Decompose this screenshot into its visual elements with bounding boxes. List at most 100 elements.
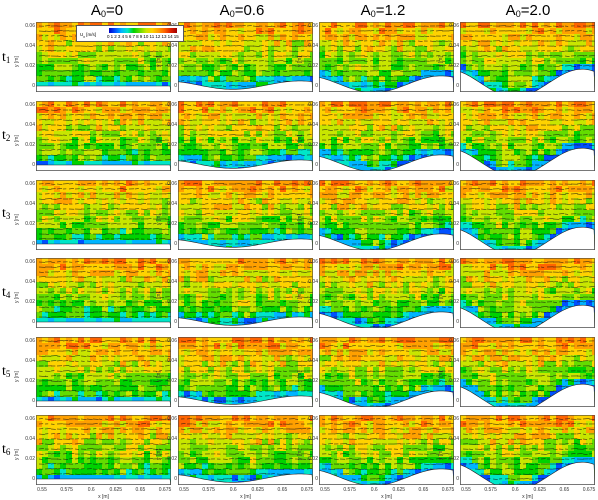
velocity-cell xyxy=(190,222,197,229)
velocity-cell xyxy=(298,192,305,199)
velocity-cell xyxy=(202,52,209,59)
velocity-cell xyxy=(54,40,61,47)
velocity-cell xyxy=(361,131,368,138)
velocity-vector xyxy=(252,119,257,121)
velocity-cell xyxy=(168,228,171,235)
velocity-cell xyxy=(286,52,293,59)
velocity-vector xyxy=(339,144,344,146)
velocity-cell xyxy=(460,64,467,71)
velocity-cell xyxy=(373,167,380,171)
velocity-field-panel xyxy=(178,22,313,92)
velocity-cell xyxy=(78,210,85,217)
velocity-cell xyxy=(268,34,275,41)
velocity-vector xyxy=(44,50,52,52)
velocity-cell xyxy=(42,34,49,41)
velocity-vector xyxy=(164,144,171,146)
row-label-base: t xyxy=(2,206,6,221)
velocity-cell xyxy=(114,143,121,150)
velocity-cell xyxy=(292,222,299,229)
velocity-cell xyxy=(114,192,121,199)
velocity-cell xyxy=(108,192,115,199)
velocity-cell xyxy=(190,40,197,47)
velocity-cell xyxy=(292,198,299,205)
velocity-vector xyxy=(104,109,110,111)
velocity-cell xyxy=(36,198,43,205)
panel-frame xyxy=(319,22,454,92)
velocity-cell xyxy=(184,180,191,187)
velocity-cell xyxy=(421,119,428,126)
velocity-vector xyxy=(546,114,551,116)
velocity-cell xyxy=(367,58,374,65)
velocity-vector xyxy=(480,104,488,106)
velocity-cell xyxy=(409,76,416,83)
velocity-cell xyxy=(484,82,491,89)
velocity-cell xyxy=(42,82,49,89)
velocity-cell xyxy=(508,76,515,83)
velocity-cell xyxy=(84,204,91,211)
velocity-cell xyxy=(202,76,209,83)
velocity-cell xyxy=(421,149,428,156)
velocity-cell xyxy=(108,234,115,241)
velocity-cell xyxy=(484,64,491,71)
velocity-cell xyxy=(298,155,305,162)
velocity-cell xyxy=(202,234,209,241)
velocity-cell xyxy=(36,101,43,108)
velocity-cell xyxy=(433,107,440,114)
velocity-cell xyxy=(490,52,497,59)
velocity-cell xyxy=(433,22,440,29)
velocity-cell xyxy=(385,88,392,92)
velocity-cell xyxy=(150,70,157,77)
velocity-cell xyxy=(78,216,85,223)
velocity-vector xyxy=(498,129,505,131)
velocity-cell xyxy=(331,40,338,47)
velocity-cell xyxy=(144,228,151,235)
velocity-cell xyxy=(168,180,171,187)
velocity-vector xyxy=(122,144,130,146)
velocity-cell xyxy=(274,22,281,29)
velocity-cell xyxy=(403,113,410,120)
velocity-cell xyxy=(397,70,404,77)
velocity-cell xyxy=(433,149,440,156)
velocity-vector xyxy=(510,119,518,121)
velocity-cell xyxy=(478,143,485,150)
velocity-cell xyxy=(268,101,275,108)
velocity-cell xyxy=(226,131,233,138)
velocity-cell xyxy=(445,107,452,114)
column-title: A0=0.6 xyxy=(220,2,265,19)
velocity-cell xyxy=(190,52,197,59)
velocity-cell xyxy=(102,204,109,211)
velocity-cell xyxy=(226,210,233,217)
velocity-cell xyxy=(304,125,311,132)
velocity-cell xyxy=(319,131,326,138)
velocity-cell xyxy=(114,180,121,187)
velocity-cell xyxy=(190,155,197,162)
velocity-cell xyxy=(397,143,404,150)
velocity-cell xyxy=(196,52,203,59)
velocity-cell xyxy=(544,143,551,150)
velocity-cell xyxy=(310,228,313,235)
velocity-cell xyxy=(108,101,115,108)
velocity-cell xyxy=(84,155,91,162)
velocity-vector xyxy=(351,60,359,62)
velocity-vector xyxy=(327,129,333,131)
velocity-cell xyxy=(484,22,491,29)
velocity-cell xyxy=(114,149,121,156)
velocity-cell xyxy=(138,192,145,199)
velocity-cell xyxy=(445,34,452,41)
velocity-cell xyxy=(238,216,245,223)
velocity-cell xyxy=(178,210,185,217)
velocity-cell xyxy=(538,113,545,120)
velocity-cell xyxy=(108,222,115,229)
velocity-vector xyxy=(186,55,191,57)
velocity-vector xyxy=(516,164,522,166)
velocity-cell xyxy=(268,222,275,229)
velocity-cell xyxy=(96,180,103,187)
velocity-vector xyxy=(134,75,141,77)
velocity-cell xyxy=(178,228,185,235)
velocity-vector xyxy=(116,183,124,185)
velocity-cell xyxy=(168,119,171,126)
column-title-base: A xyxy=(505,2,516,19)
velocity-vector xyxy=(204,40,209,42)
velocity-cell xyxy=(42,240,49,247)
velocity-cell xyxy=(66,40,73,47)
